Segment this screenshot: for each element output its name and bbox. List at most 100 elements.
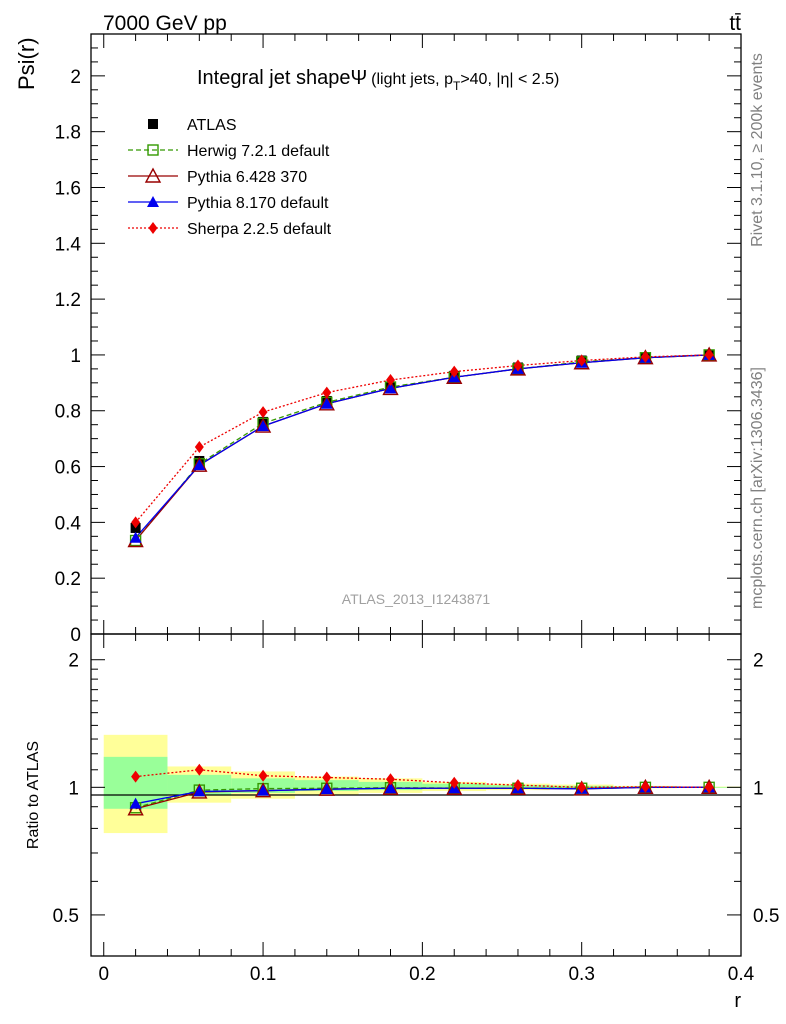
main-title-sub-rest: >40, |η| < 2.5) [460,71,559,88]
ratio-y-tick-label: 1 [68,778,79,799]
ratio-point-sherpa-2-2-5-default [131,770,141,783]
energy-label: 7000 GeV pp [103,12,227,35]
ratio-x-axis-label: r [734,990,741,1012]
legend-label-atlas: ATLAS [187,117,237,134]
ratio-point-pythia-6-428-370 [509,779,527,795]
main-point-sherpa-2-2-5-default [577,354,587,367]
ratio-point-pythia-6-428-370 [382,779,399,795]
ratio-point-sherpa-2-2-5-default [194,763,204,776]
main-y-tick-label: 0.6 [55,458,81,479]
main-point-sherpa-2-2-5-default [131,516,141,529]
ratio-x-tick-label: 0.4 [728,964,755,985]
ratio-y-tick-label-right: 0.5 [753,906,779,927]
main-point-pythia-6-428-370 [382,379,399,396]
ratio-point-pythia-6-428-370 [318,780,335,796]
legend-marker-pythia-6-428-370 [144,167,162,183]
ratio-point-sherpa-2-2-5-default [704,781,714,794]
ratio-point-pythia-6-428-370 [191,783,208,799]
main-y-tick-label: 1.4 [55,234,82,255]
ratio-x-tick-label: 0.3 [568,964,594,985]
ratio-point-sherpa-2-2-5-default [513,779,523,792]
main-point-pythia-6-428-370 [573,354,590,370]
ratio-point-sherpa-2-2-5-default [640,780,650,793]
main-y-tick-label: 1 [70,346,81,367]
rivet-label: Rivet 3.1.10, ≥ 200k events [749,53,766,247]
main-y-tick-label: 1.2 [55,290,81,311]
ratio-y-axis-label: Ratio to ATLAS [25,741,42,849]
main-y-tick-label: 0.4 [55,513,82,534]
legend-label-sherpa-2-2-5-default: Sherpa 2.2.5 default [187,221,332,238]
ratio-point-pythia-8-170-default [257,784,270,796]
ratio-x-ticks: 0 0.1 0.2 0.3 0.4 [98,634,755,985]
legend-label-pythia-8-170-default: Pythia 8.170 default [187,195,329,212]
main-title: Integral jet shapeΨ (light jets, pT>40, |… [197,67,559,93]
main-title-sub: (light jets, p [371,71,453,88]
ratio-point-pythia-8-170-default [320,783,333,795]
process-label: tt̄ [729,12,741,35]
main-series-lines [135,354,710,541]
ratio-line-sherpa-2-2-5-default [135,769,710,788]
ratio-point-pythia-8-170-default [193,785,206,797]
main-point-pythia-8-170-default [384,382,397,394]
main-point-pythia-6-428-370 [446,368,463,384]
main-y-tick-label: 0 [70,625,81,646]
main-point-pythia-6-428-370 [254,417,272,433]
ratio-point-sherpa-2-2-5-default [258,769,268,782]
main-point-sherpa-2-2-5-default [704,348,714,361]
legend-marker-herwig-7-2-1-default [147,144,159,156]
main-title-symbol: Ψ [350,67,367,89]
main-point-sherpa-2-2-5-default [194,441,204,454]
main-point-pythia-8-170-default [129,531,142,543]
legend-marker-atlas [148,119,158,129]
legend-label-herwig-7-2-1-default: Herwig 7.2.1 default [187,143,330,160]
main-point-sherpa-2-2-5-default [640,350,650,363]
legend-marker-pythia-8-170-default [147,196,159,207]
ratio-point-pythia-6-428-370 [254,782,272,798]
main-point-sherpa-2-2-5-default [258,406,268,419]
ratio-y-tick-label: 2 [68,651,79,672]
ratio-y-tick-label: 0.5 [53,906,79,927]
ratio-point-sherpa-2-2-5-default [449,776,459,789]
ratio-point-sherpa-2-2-5-default [386,773,396,786]
main-point-sherpa-2-2-5-default [513,359,523,372]
ratio-y-tick-label-right: 1 [753,778,764,799]
ratio-y-ticks: 0.5 0.5 1 1 2 2 [53,651,780,927]
main-y-tick-label: 1.8 [55,123,81,144]
ratio-point-pythia-8-170-default [129,797,142,809]
main-point-sherpa-2-2-5-default [449,365,459,378]
ratio-x-tick-label: 0.2 [409,964,435,985]
ratio-x-tick-label: 0 [98,964,109,985]
ratio-line-pythia-8-170-default [135,786,710,805]
ratio-point-pythia-6-428-370 [446,779,463,795]
main-y-tick-label: 0.2 [55,569,81,590]
main-series-markers [127,346,718,548]
main-point-pythia-6-428-370 [191,456,208,472]
main-title-text: Integral jet shape [197,67,350,89]
main-y-tick-label: 1.6 [55,178,81,199]
ratio-point-sherpa-2-2-5-default [322,771,332,784]
ratio-series-lines [135,769,710,810]
main-point-pythia-8-170-default [320,397,333,409]
main-line-pythia-8-170-default [135,354,710,539]
ratio-point-pythia-8-170-default [384,782,397,794]
main-point-pythia-6-428-370 [509,360,527,376]
main-y-axis-label: Psi(r) [14,37,39,90]
ratio-point-sherpa-2-2-5-default [577,781,587,794]
main-point-pythia-8-170-default [257,420,270,432]
ratio-series-markers [127,763,718,816]
main-point-pythia-6-428-370 [318,395,335,411]
ratio-plot-panel: 0.5 0.51 12 2 0 0.1 0.2 0.3 0.4 Ratio to ATLAS … [25,633,780,1012]
main-line-sherpa-2-2-5-default [135,354,710,523]
ratio-x-tick-label: 0.1 [250,964,276,985]
ratio-plot-frame [90,633,742,957]
main-point-pythia-8-170-default [193,459,206,471]
main-plot-panel: 0 0.2 0.4 0.6 0.8 1 1.2 1.4 1.6 1.8 2 ATLAS_2013_I… [14,33,742,646]
ratio-y-tick-label-right: 2 [753,651,764,672]
main-y-tick-label: 2 [70,67,81,88]
legend-label-pythia-6-428-370: Pythia 6.428 370 [187,169,307,186]
main-point-sherpa-2-2-5-default [322,386,332,399]
main-y-tick-label: 0.8 [55,402,81,423]
mcplots-label: mcplots.cern.ch [arXiv:1306.3436] [749,367,766,609]
legend-marker-sherpa-2-2-5-default [148,222,158,234]
